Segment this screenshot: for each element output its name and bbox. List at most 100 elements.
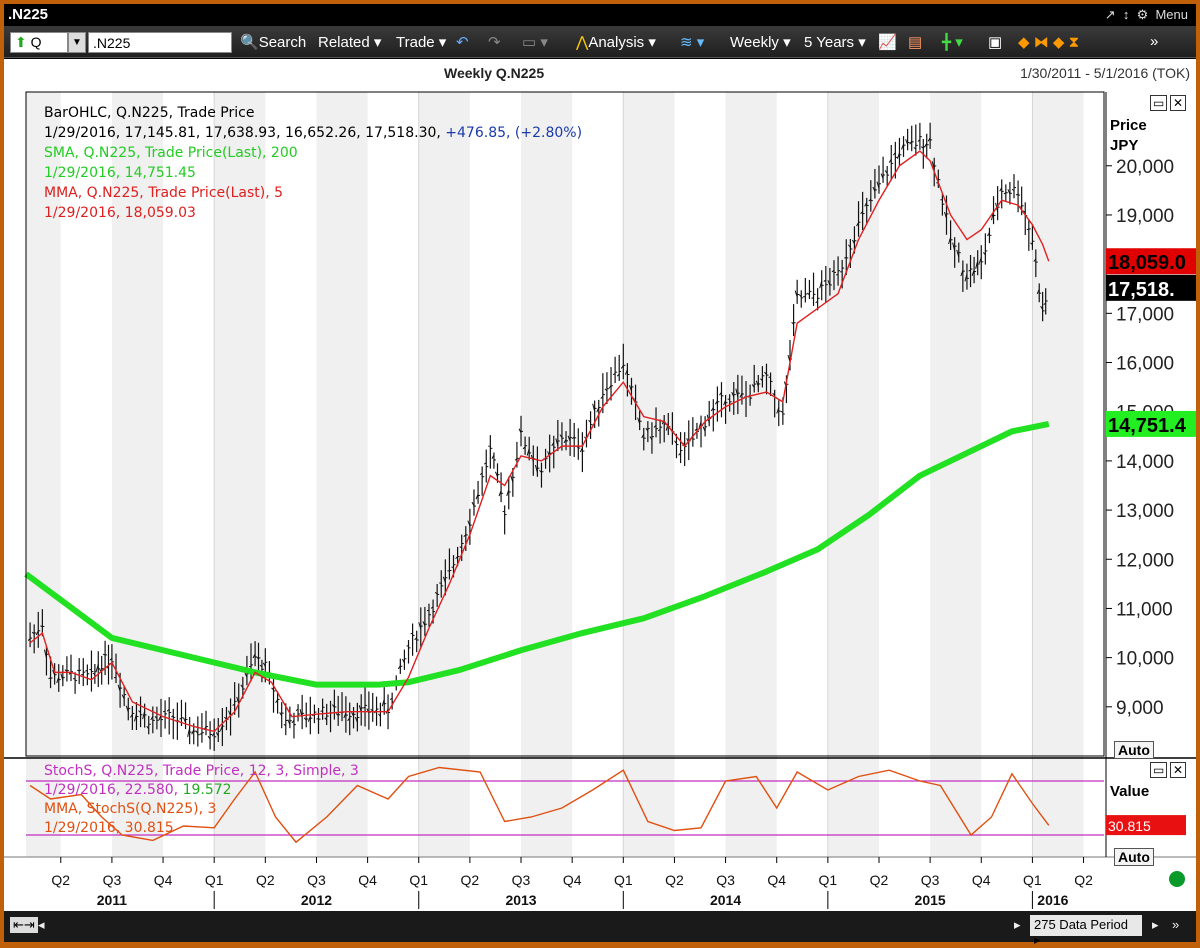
value-axis-label: Value bbox=[1110, 783, 1149, 800]
price-tag-label: 14,751.4 bbox=[1108, 415, 1187, 437]
legend-sma-value: 1/29/2016, 14,751.45 bbox=[44, 165, 196, 181]
x-quarter-label: Q3 bbox=[307, 872, 326, 888]
search-button[interactable]: 🔍Search bbox=[240, 33, 306, 51]
analysis-icon: ⋀ bbox=[576, 34, 588, 51]
y-tick-label: 17,000 bbox=[1116, 304, 1174, 325]
quarter-band bbox=[521, 92, 572, 857]
x-year-label: 2014 bbox=[710, 892, 741, 908]
ohlc-open-tick bbox=[439, 583, 441, 584]
interval-select[interactable]: Weekly ▾ bbox=[730, 33, 791, 51]
quarter-band bbox=[930, 92, 981, 857]
legend-bar-values: 1/29/2016, 17,145.81, 17,638.93, 16,652.… bbox=[44, 125, 582, 141]
x-quarter-label: Q4 bbox=[972, 872, 991, 888]
legend-stoch-mma: MMA, StochS(Q.N225), 3 bbox=[44, 801, 216, 817]
chart-window: 9,00010,00011,00012,00013,00014,00015,00… bbox=[4, 59, 1196, 911]
window-controls[interactable]: ↗ ↕ ⚙ Menu bbox=[1105, 7, 1188, 23]
line-chart-icon[interactable]: 📈 bbox=[878, 33, 897, 51]
trade-button[interactable]: Trade ▾ bbox=[396, 33, 446, 51]
y-tick-label: 19,000 bbox=[1116, 206, 1174, 227]
auto-scale-button[interactable]: Auto bbox=[1114, 741, 1154, 759]
x-quarter-label: Q2 bbox=[461, 872, 480, 888]
ohlc-open-tick bbox=[200, 734, 202, 735]
price-tag-label: 17,518. bbox=[1108, 279, 1175, 301]
step-right-icon[interactable]: ▸ bbox=[1152, 917, 1159, 933]
quarter-band bbox=[726, 92, 777, 857]
more-tools-icon[interactable]: » bbox=[1150, 33, 1158, 50]
settings-icon[interactable]: ⚙ bbox=[1137, 7, 1149, 22]
auto-scale-button-lower[interactable]: Auto bbox=[1114, 848, 1154, 866]
x-quarter-label: Q3 bbox=[103, 872, 122, 888]
more-icon[interactable]: » bbox=[1172, 917, 1179, 932]
x-year-label: 2013 bbox=[505, 892, 536, 908]
legend-stoch-mma-value: 1/29/2016, 30.815 bbox=[44, 820, 174, 836]
y-tick-label: 12,000 bbox=[1116, 550, 1174, 571]
y-tick-label: 20,000 bbox=[1116, 157, 1174, 178]
price-tag-label: 18,059.0 bbox=[1108, 252, 1186, 274]
x-quarter-label: Q2 bbox=[256, 872, 275, 888]
close-panel-icon[interactable]: ✕ bbox=[1170, 95, 1186, 111]
studies-icon[interactable]: ≋ ▾ bbox=[680, 33, 704, 51]
search-icon: 🔍 bbox=[240, 34, 259, 51]
symbol-type-select[interactable]: ⬆ Q bbox=[10, 32, 68, 53]
stoch-value-tag-label: 30.815 bbox=[1108, 818, 1151, 834]
legend-mma: MMA, Q.N225, Trade Price(Last), 5 bbox=[44, 185, 283, 201]
crosshair-icon[interactable]: ╋ ▾ bbox=[942, 33, 963, 51]
x-quarter-label: Q4 bbox=[154, 872, 173, 888]
pop-out-icon[interactable]: ↗ bbox=[1105, 7, 1116, 22]
analysis-button[interactable]: ⋀Analysis ▾ bbox=[576, 33, 656, 51]
maximize-stoch-icon[interactable]: ▭ bbox=[1150, 762, 1167, 778]
range-select[interactable]: 5 Years ▾ bbox=[804, 33, 866, 51]
legend-stoch: StochS, Q.N225, Trade Price, 12, 3, Simp… bbox=[44, 763, 359, 779]
undo-icon[interactable]: ↶ bbox=[456, 33, 469, 51]
scroll-arrows-icon[interactable]: ◆ ⧓ ◆ ⧗ bbox=[1018, 33, 1079, 51]
close-stoch-icon[interactable]: ✕ bbox=[1170, 762, 1186, 778]
x-quarter-label: Q1 bbox=[614, 872, 633, 888]
export-icon[interactable]: ▣ bbox=[988, 33, 1002, 51]
legend-mma-value: 1/29/2016, 18,059.03 bbox=[44, 205, 196, 221]
y-tick-label: 11,000 bbox=[1116, 599, 1173, 620]
price-axis-label: Price bbox=[1110, 117, 1147, 134]
restore-icon[interactable]: ↕ bbox=[1123, 7, 1130, 22]
window-title: .N225 bbox=[8, 6, 48, 23]
zoom-out-icon[interactable]: ⇤⇥ bbox=[10, 917, 38, 933]
currency-label: JPY bbox=[1110, 137, 1138, 154]
quarter-band bbox=[1032, 92, 1083, 857]
date-range: 1/30/2011 - 5/1/2016 (TOK) bbox=[1020, 65, 1190, 81]
title-bar: .N225 ↗ ↕ ⚙ Menu bbox=[4, 4, 1196, 26]
ohlc-open-tick bbox=[321, 711, 323, 712]
scroll-left-icon[interactable]: ◂ bbox=[38, 917, 45, 933]
y-tick-label: 16,000 bbox=[1116, 354, 1174, 375]
folder-icon[interactable]: ▭ ▾ bbox=[522, 33, 548, 51]
x-quarter-label: Q2 bbox=[665, 872, 684, 888]
up-arrow-icon: ⬆ bbox=[15, 34, 27, 50]
legend-sma: SMA, Q.N225, Trade Price(Last), 200 bbox=[44, 145, 298, 161]
x-quarter-label: Q3 bbox=[512, 872, 531, 888]
x-year-label: 2015 bbox=[915, 892, 946, 908]
ohlc-open-tick bbox=[40, 626, 42, 627]
x-quarter-label: Q4 bbox=[358, 872, 377, 888]
navigation-bar: ⇤⇥ ◂ ▸ 275 Data Period ▸ ▸ » bbox=[4, 911, 1196, 942]
quarter-band bbox=[316, 92, 367, 857]
application-frame: .N225 ↗ ↕ ⚙ Menu ⬆ Q ▼ 🔍Search Related ▾… bbox=[4, 4, 1196, 942]
data-period-select[interactable]: 275 Data Period ▸ bbox=[1030, 915, 1142, 936]
redo-icon[interactable]: ↷ bbox=[488, 33, 501, 51]
ohlc-open-tick bbox=[77, 670, 79, 671]
x-quarter-label: Q2 bbox=[1074, 872, 1093, 888]
maximize-panel-icon[interactable]: ▭ bbox=[1150, 95, 1167, 111]
y-tick-label: 13,000 bbox=[1116, 501, 1174, 522]
chart-title: Weekly Q.N225 bbox=[444, 65, 544, 81]
legend-bar-series: BarOHLC, Q.N225, Trade Price bbox=[44, 105, 254, 121]
related-button[interactable]: Related ▾ bbox=[318, 33, 381, 51]
menu-button[interactable]: Menu bbox=[1155, 7, 1188, 22]
bar-chart-icon[interactable]: ▤ bbox=[908, 33, 922, 51]
chevron-down-icon[interactable]: ▼ bbox=[68, 32, 86, 53]
status-indicator-icon bbox=[1169, 871, 1185, 887]
symbol-input[interactable] bbox=[88, 32, 232, 53]
scroll-right-icon[interactable]: ▸ bbox=[1014, 917, 1021, 933]
toolbar: ⬆ Q ▼ 🔍Search Related ▾ Trade ▾ ↶ ↷ ▭ ▾ … bbox=[4, 26, 1196, 58]
x-quarter-label: Q1 bbox=[1023, 872, 1042, 888]
y-tick-label: 9,000 bbox=[1116, 698, 1164, 719]
x-year-label: 2011 bbox=[97, 892, 128, 908]
legend-stoch-values: 1/29/2016, 22.580, 19.572 bbox=[44, 782, 232, 798]
